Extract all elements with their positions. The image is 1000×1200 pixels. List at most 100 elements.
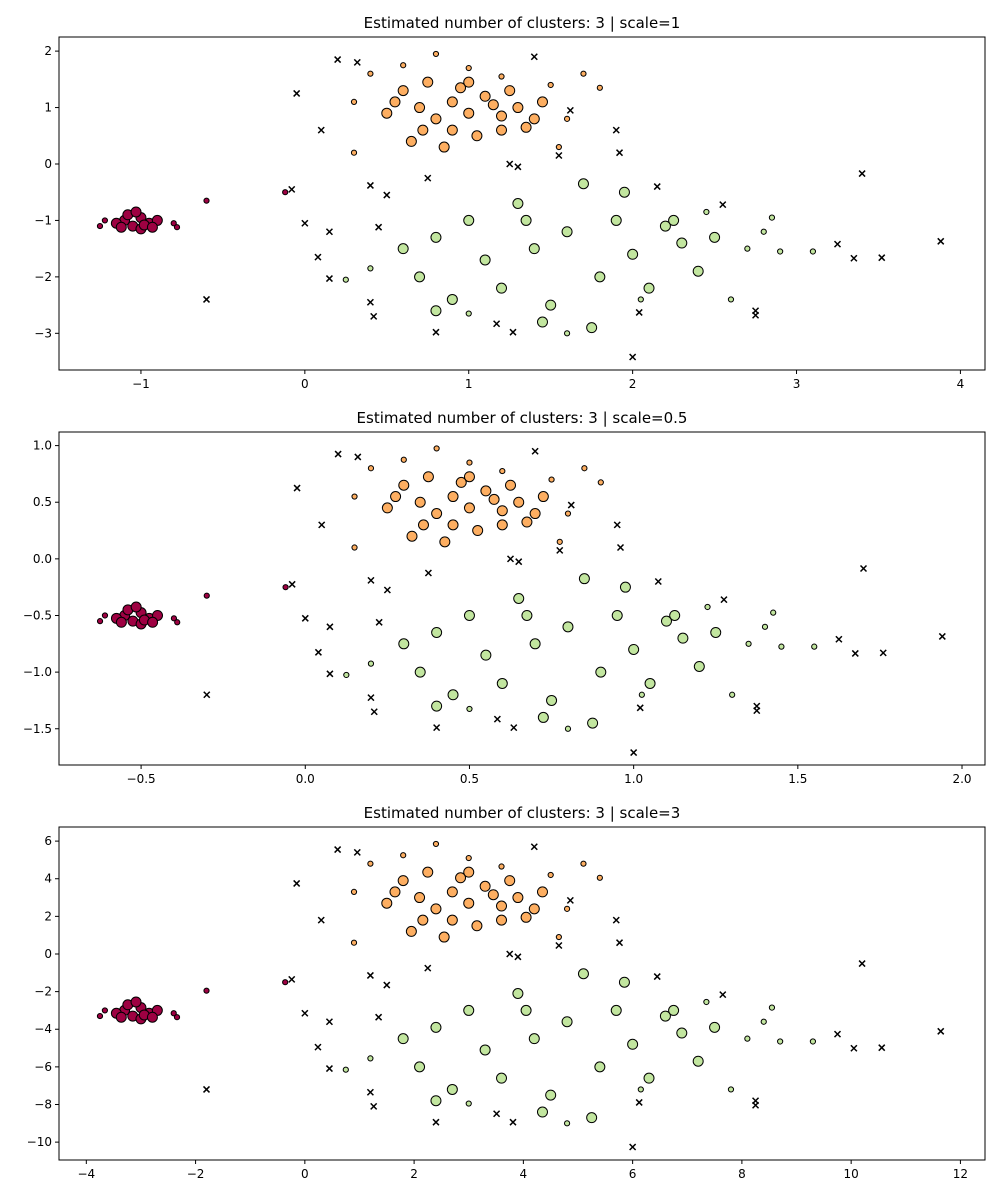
border-point: [465, 1100, 472, 1107]
cross-stroke: [314, 253, 322, 261]
core-point: [528, 1033, 540, 1045]
cross-stroke: [937, 237, 945, 245]
border-point: [351, 544, 358, 551]
border-point: [596, 84, 603, 91]
y-tick-label: 0: [44, 947, 52, 961]
noise-point: [366, 1088, 374, 1096]
core-point: [668, 1004, 680, 1016]
noise-point: [615, 939, 624, 947]
border-point: [203, 197, 210, 204]
noise-point: [317, 126, 325, 134]
core-point: [398, 638, 410, 650]
x-tick-label: 1.5: [788, 772, 807, 786]
core-point: [414, 102, 426, 114]
cross-stroke: [202, 1085, 211, 1093]
noise-point: [506, 555, 515, 563]
noise-point: [851, 649, 859, 657]
core-point: [710, 626, 722, 638]
border-point: [343, 671, 350, 679]
border-point: [170, 1010, 177, 1017]
core-point: [430, 1021, 442, 1033]
noise-point: [314, 648, 322, 656]
cross-stroke: [833, 1030, 842, 1038]
noise-point: [325, 275, 333, 283]
y-tick-label: −8: [34, 1098, 52, 1112]
border-point: [174, 619, 181, 626]
cross-stroke: [433, 724, 441, 732]
noise-point: [383, 191, 391, 199]
noise-point: [653, 973, 661, 981]
noise-point: [566, 106, 574, 114]
border-point: [768, 214, 776, 221]
cross-stroke: [432, 328, 440, 336]
border-point: [351, 493, 358, 500]
noise-point: [613, 521, 621, 529]
border-point: [173, 1014, 181, 1021]
y-tick-label: 1: [44, 101, 52, 115]
cross-stroke: [367, 576, 375, 584]
cross-stroke: [317, 126, 325, 134]
cross-stroke: [202, 295, 211, 303]
noise-point: [493, 1110, 501, 1118]
x-tick-label: 12: [953, 1167, 968, 1181]
border-point: [367, 265, 374, 272]
cross-stroke: [334, 56, 342, 64]
noise-point: [635, 1098, 643, 1106]
cross-stroke: [367, 694, 375, 702]
noise-point: [366, 181, 374, 189]
cross-stroke: [833, 240, 842, 248]
cross-stroke: [370, 708, 378, 716]
cross-stroke: [616, 544, 625, 552]
core-point: [130, 996, 142, 1008]
core-point: [446, 124, 458, 136]
noise-point: [514, 953, 522, 961]
border-point: [432, 840, 440, 848]
core-point: [520, 911, 532, 923]
border-point: [400, 456, 407, 463]
border-point: [282, 979, 289, 986]
noise-point: [366, 971, 374, 979]
core-point: [537, 711, 549, 723]
noise-point: [424, 964, 432, 972]
cross-stroke: [509, 1118, 517, 1126]
cross-stroke: [530, 53, 538, 61]
cross-stroke: [878, 1044, 886, 1052]
cross-stroke: [288, 975, 296, 983]
core-point: [471, 130, 483, 142]
core-point: [479, 90, 491, 102]
cross-stroke: [375, 1013, 383, 1021]
core-point: [709, 231, 721, 243]
border-point: [563, 115, 571, 122]
cross-stroke: [334, 450, 342, 458]
border-point: [465, 310, 472, 317]
border-point: [777, 248, 784, 255]
core-point: [446, 886, 458, 898]
border-point: [350, 888, 358, 896]
border-point: [778, 643, 785, 650]
noise-point: [509, 328, 517, 336]
cross-stroke: [293, 484, 301, 492]
core-point: [463, 897, 475, 909]
cross-stroke: [719, 991, 727, 999]
core-point: [463, 609, 475, 621]
noise-point: [202, 1085, 211, 1093]
cross-stroke: [493, 715, 501, 723]
border-point: [555, 933, 562, 941]
core-point: [398, 479, 410, 491]
cross-stroke: [615, 939, 624, 947]
cross-stroke: [654, 577, 662, 586]
core-point: [480, 649, 492, 661]
noise-point: [509, 1118, 517, 1126]
border-point: [744, 1035, 751, 1042]
cross-stroke: [835, 635, 843, 643]
border-point: [350, 98, 358, 106]
noise-point: [334, 450, 342, 458]
chart-title: Estimated number of clusters: 3 | scale=…: [357, 409, 688, 427]
core-point: [431, 626, 443, 638]
noise-point: [370, 312, 378, 320]
noise-point: [506, 160, 514, 168]
y-tick-label: 6: [44, 834, 52, 848]
core-point: [479, 880, 491, 892]
core-point: [430, 903, 442, 915]
noise-point: [375, 618, 383, 626]
